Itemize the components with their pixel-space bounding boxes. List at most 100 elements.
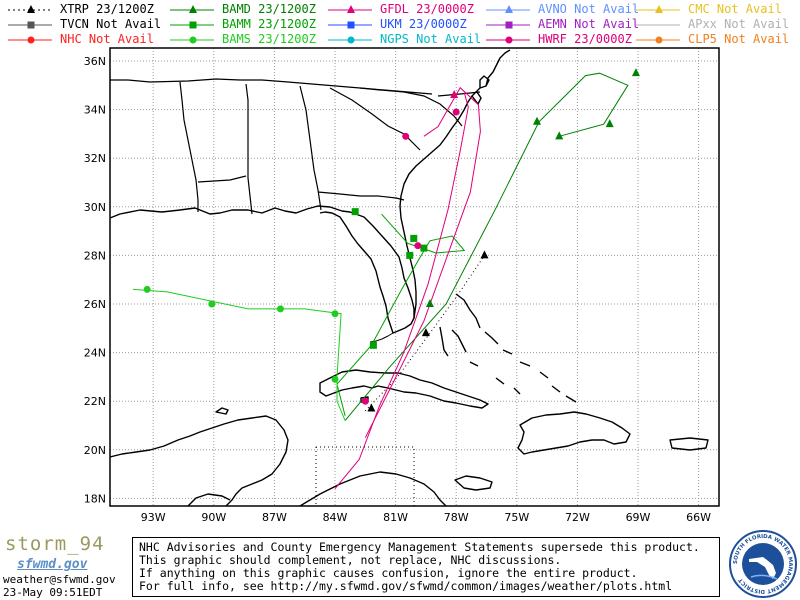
hwrf-track — [364, 86, 481, 438]
legend-label: NHC Not Avail — [60, 32, 154, 46]
model-markers — [143, 68, 640, 412]
legend-label: BAMD 23/1200Z — [222, 2, 316, 16]
legend-aemn-marker — [505, 21, 513, 29]
hispaniola — [517, 411, 631, 455]
legend-item-gfdl: GFDL 23/0000Z — [326, 3, 491, 17]
bamm-point — [406, 251, 414, 259]
bams-point — [331, 375, 339, 383]
legend-label: UKM 23/0000Z — [380, 17, 467, 31]
contact-email[interactable]: weather@sfwmd.gov — [3, 573, 116, 586]
jamaica — [454, 475, 493, 491]
storm-track-map: 36N 34N 32N 30N 28N 26N 24N 22N 20N 18N 93W 90W 87W… — [84, 47, 720, 524]
cone-box — [315, 446, 415, 506]
bamd-track — [344, 72, 629, 421]
yucatan — [110, 415, 289, 506]
bamd-point — [425, 299, 434, 307]
legend-label: APxx Not Avail — [688, 17, 790, 31]
bamm-point — [369, 341, 377, 349]
longitude-labels: 93W 90W 87W 84W 81W 78W 75W 72W 69W 66W — [141, 511, 711, 524]
lat-label: 32N — [84, 152, 106, 165]
legend-item-nhc: NHC Not Avail — [6, 33, 171, 47]
legend-clp5-marker — [655, 36, 663, 44]
disclaimer-line: If anything on this graphic causes confu… — [139, 566, 638, 580]
map-frame — [109, 47, 720, 507]
legend-gfdl-marker — [347, 5, 355, 13]
lon-label: 87W — [262, 511, 287, 524]
sfwmd-logo-icon: SOUTH FLORIDA WATER MANAGEMENT DISTRICT — [729, 530, 797, 598]
lat-label: 18N — [84, 492, 106, 505]
bams-point — [208, 300, 216, 308]
gfdl-point — [450, 90, 459, 99]
lat-label: 36N — [84, 55, 106, 68]
legend-item-xtrp: XTRP 23/1200Z — [6, 3, 171, 17]
lon-label: 72W — [565, 511, 590, 524]
legend-item-avno: AVNO Not Avail — [484, 3, 649, 17]
legend-cmc-marker — [655, 5, 663, 13]
legend-item-bams: BAMS 23/1200Z — [168, 33, 333, 47]
bams-point — [143, 285, 151, 293]
bams-track — [132, 288, 346, 421]
honduras-coast — [299, 471, 447, 506]
cuba — [319, 369, 489, 409]
bamd-point — [605, 119, 614, 128]
lon-label: 81W — [383, 511, 408, 524]
legend-label: GFDL 23/0000Z — [380, 2, 474, 16]
lon-label: 75W — [504, 511, 529, 524]
footer-branding: storm_94 sfwmd.gov weather@sfwmd.gov 23-… — [3, 533, 129, 599]
model-tracks — [132, 72, 629, 490]
legend-label: HWRF 23/0000Z — [538, 32, 632, 46]
hwrf-point — [402, 132, 410, 140]
gulf-coastline — [110, 205, 415, 334]
disclaimer-line: NHC Advisories and County Emergency Mana… — [139, 540, 700, 554]
bamd-point — [533, 116, 541, 125]
legend-avno-marker — [505, 5, 513, 13]
bamd-point — [555, 131, 564, 140]
xtrp-point — [367, 403, 376, 412]
lat-lon-grid — [110, 48, 719, 506]
xtrp-point — [480, 250, 489, 259]
legend-ngps-marker — [347, 36, 355, 44]
bamd-point — [631, 68, 640, 77]
lat-label: 20N — [84, 444, 106, 457]
lon-label: 90W — [201, 511, 226, 524]
lon-label: 78W — [444, 511, 469, 524]
lon-label: 84W — [323, 511, 348, 524]
lon-label: 93W — [141, 511, 166, 524]
lon-label: 69W — [626, 511, 651, 524]
legend-bams-marker — [189, 36, 197, 44]
timestamp: 23-May 09:51EDT — [3, 586, 103, 599]
disclaimer-box: NHC Advisories and County Emergency Mana… — [132, 537, 720, 597]
hwrf-point — [414, 242, 422, 250]
legend-tvcn-marker — [27, 21, 35, 29]
legend-label: AVNO Not Avail — [538, 2, 640, 16]
legend-label: CLP5 Not Avail — [688, 32, 790, 46]
lat-label: 28N — [84, 249, 106, 262]
legend-label: XTRP 23/1200Z — [60, 2, 154, 16]
bahamas — [439, 293, 577, 403]
legend-item-cmc: CMC Not Avail — [634, 3, 799, 17]
legend-label: TVCN Not Avail — [60, 17, 162, 31]
legend-xtrp-marker — [27, 5, 35, 13]
legend-label: BAMM 23/1200Z — [222, 17, 316, 31]
legend-bamd-marker — [189, 5, 197, 13]
legend-nhc-marker — [27, 36, 35, 44]
legend-item-apxx: APxx Not Avail — [634, 18, 799, 32]
legend-label: BAMS 23/1200Z — [222, 32, 316, 46]
legend-hwrf-marker — [505, 36, 513, 44]
brand-title: storm_94 — [5, 533, 105, 555]
xtrp-point — [421, 328, 430, 337]
legend-label: AEMN Not Avail — [538, 17, 640, 31]
legend-item-aemn: AEMN Not Avail — [484, 18, 649, 32]
bams-point — [276, 305, 284, 313]
legend-label: CMC Not Avail — [688, 2, 782, 16]
legend-item-bamd: BAMD 23/1200Z — [168, 3, 333, 17]
legend-item-hwrf: HWRF 23/0000Z — [484, 33, 649, 47]
bams-point — [331, 310, 339, 318]
legend-item-ngps: NGPS Not Avail — [326, 33, 491, 47]
lat-label: 34N — [84, 104, 106, 117]
bamm-point — [410, 234, 418, 242]
disclaimer-line[interactable]: For full info, see http://my.sfwmd.gov/s… — [139, 579, 673, 593]
hwrf-point — [452, 108, 460, 116]
bamm-point — [351, 208, 359, 216]
lat-label: 24N — [84, 347, 106, 360]
